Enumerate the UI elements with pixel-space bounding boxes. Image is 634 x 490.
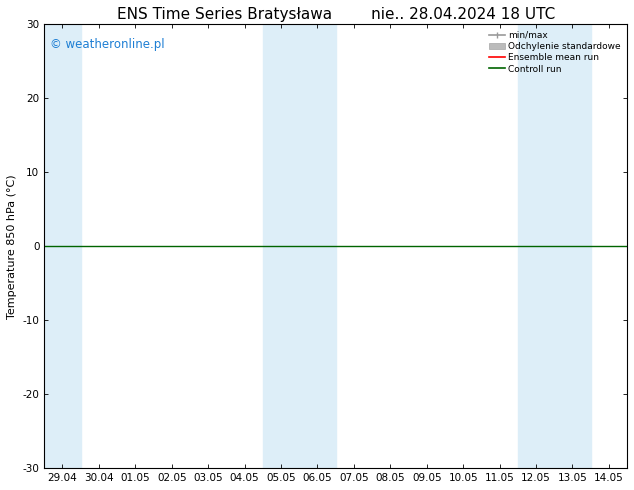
Text: © weatheronline.pl: © weatheronline.pl [50,38,165,51]
Legend: min/max, Odchylenie standardowe, Ensemble mean run, Controll run: min/max, Odchylenie standardowe, Ensembl… [488,29,623,75]
Y-axis label: Temperature 850 hPa (°C): Temperature 850 hPa (°C) [7,174,17,318]
Bar [518,24,591,468]
Bar [44,24,81,468]
Title: ENS Time Series Bratysława        nie.. 28.04.2024 18 UTC: ENS Time Series Bratysława nie.. 28.04.2… [117,7,555,22]
Bar [263,24,335,468]
